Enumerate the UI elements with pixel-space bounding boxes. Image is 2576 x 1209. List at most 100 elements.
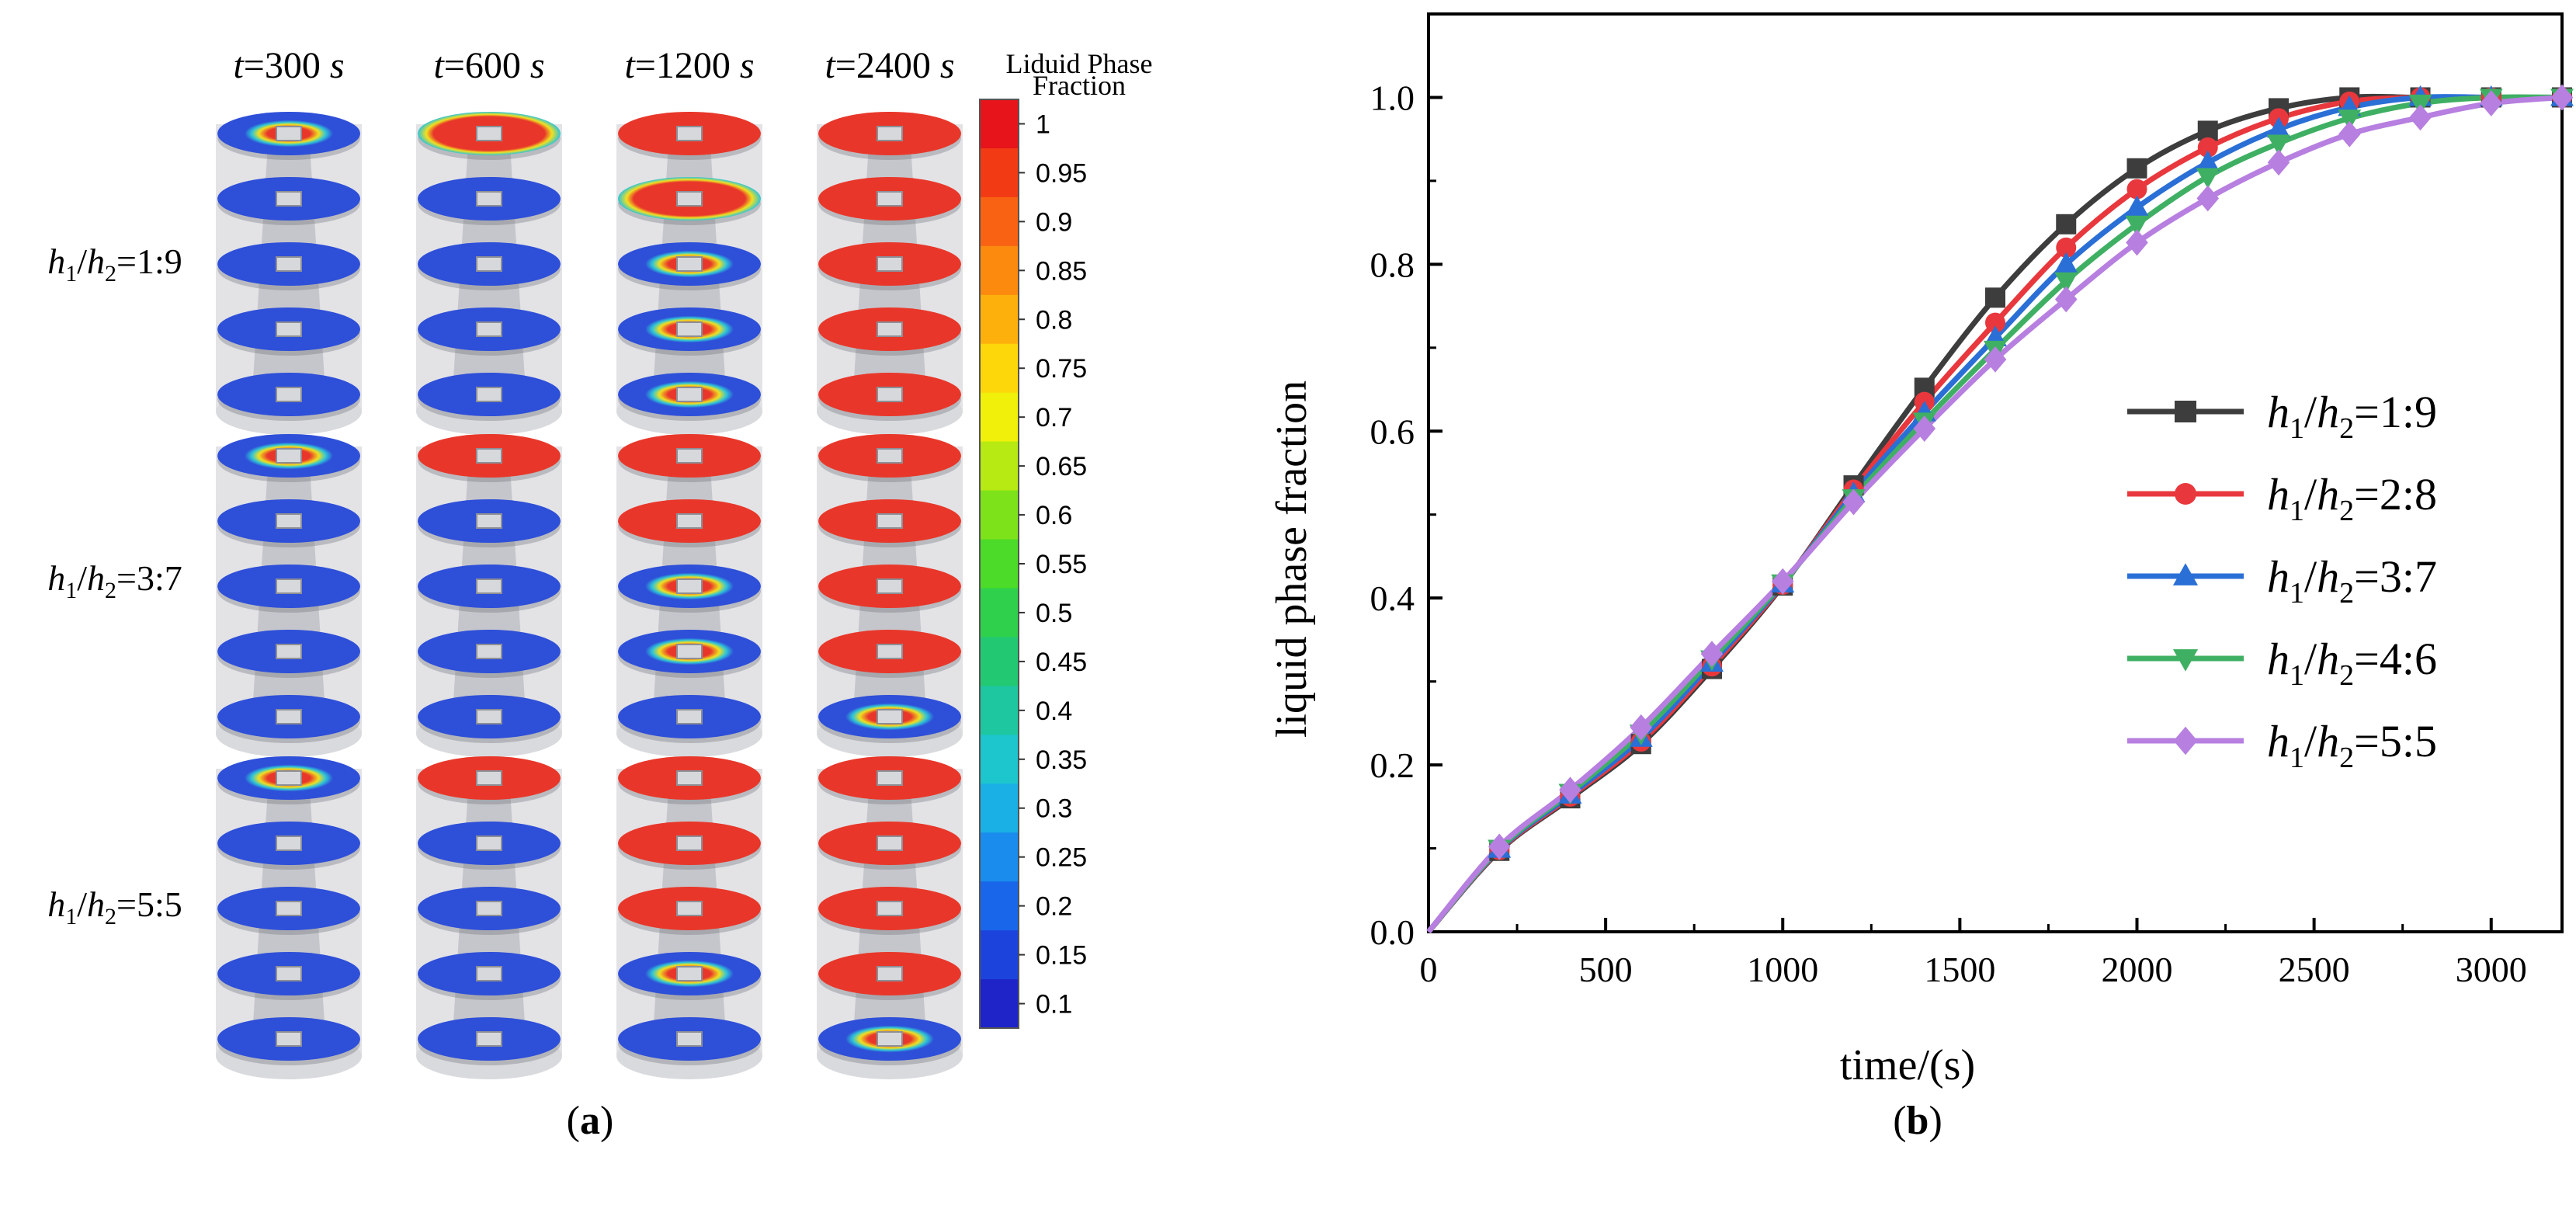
disk-hole xyxy=(877,1031,903,1047)
colorbar-segment xyxy=(980,99,1019,149)
x-tick-label: 1500 xyxy=(1924,950,1995,989)
disk-hole xyxy=(676,901,703,916)
disk-hole xyxy=(676,387,703,402)
y-tick-label: 1.0 xyxy=(1370,78,1415,117)
y-tick-label: 0.0 xyxy=(1370,912,1415,952)
legend-entry: h1/h2=3:7 xyxy=(2267,551,2437,610)
disk-hole xyxy=(877,256,903,272)
time-header: t=1200 s xyxy=(624,45,754,86)
colorbar-segment xyxy=(980,392,1019,443)
disk-hole xyxy=(476,321,502,337)
data-point xyxy=(2054,286,2078,313)
disk-hole xyxy=(877,770,903,786)
data-point xyxy=(1913,415,1936,442)
y-tick-label: 0.6 xyxy=(1370,412,1415,451)
data-point xyxy=(2196,150,2220,172)
disk-hole xyxy=(676,126,703,141)
legend-marker xyxy=(2172,649,2199,672)
colorbar-tick-label: 0.35 xyxy=(1036,745,1087,775)
panel-a-label: (a) xyxy=(567,1099,614,1143)
disk-hole xyxy=(276,836,302,851)
disk-hole xyxy=(476,191,502,207)
legend-marker xyxy=(2175,483,2196,505)
colorbar-tick-label: 0.25 xyxy=(1036,843,1087,873)
disk-hole xyxy=(676,513,703,529)
disk-hole xyxy=(877,966,903,981)
cylinder-model xyxy=(817,112,963,435)
data-point xyxy=(2056,237,2077,258)
colorbar-tick-label: 0.95 xyxy=(1036,158,1087,188)
disk-hole xyxy=(276,1031,302,1047)
disk-hole xyxy=(276,578,302,594)
colorbar-segment xyxy=(980,735,1019,785)
data-point xyxy=(2054,252,2078,273)
cylinder-model xyxy=(216,756,362,1079)
colorbar-segment xyxy=(980,930,1019,981)
disk-hole xyxy=(276,256,302,272)
line-chart: 0 500 1000 1500 2000 2500 3000 0.0 0.2 0.4 0.6 0.8 1… xyxy=(1268,12,2574,1143)
colorbar-tick-label: 0.45 xyxy=(1036,648,1087,677)
data-point xyxy=(2197,137,2218,158)
cylinder-model xyxy=(416,112,562,435)
disk-hole xyxy=(676,709,703,724)
data-point xyxy=(2480,90,2503,116)
disk-hole xyxy=(476,387,502,402)
x-tick-label: 1000 xyxy=(1747,950,1818,989)
cylinder-model xyxy=(416,756,562,1079)
disk-hole xyxy=(476,448,502,464)
row-label: h1/h2=5:5 xyxy=(47,884,182,929)
colorbar-segment xyxy=(980,686,1019,736)
disk-hole xyxy=(276,321,302,337)
disk-hole xyxy=(676,644,703,659)
disk-hole xyxy=(676,448,703,464)
plot-frame xyxy=(1427,12,2564,933)
data-point xyxy=(2267,116,2290,138)
colorbar-segment xyxy=(980,196,1019,247)
colorbar-tick-label: 0.4 xyxy=(1036,697,1072,726)
disk-hole xyxy=(877,644,903,659)
data-point xyxy=(2338,109,2362,130)
legend-entry: h1/h2=5:5 xyxy=(2267,716,2437,774)
x-tick-label: 2500 xyxy=(2279,950,2350,989)
cylinder-model xyxy=(616,434,762,757)
x-tick-label: 2000 xyxy=(2102,950,2173,989)
legend-marker xyxy=(2175,401,2196,422)
panel-a-simulation: t=300 s t=600 s t=1200 s t=2400 s h1/h2=1:9… xyxy=(0,0,1258,1205)
data-point xyxy=(2126,229,2148,256)
disk-hole xyxy=(877,387,903,402)
legend-entry: h1/h2=2:8 xyxy=(2267,469,2437,527)
y-tick-label: 0.8 xyxy=(1370,245,1415,284)
disk-hole xyxy=(476,644,502,659)
legend-entry: h1/h2=1:9 xyxy=(2267,387,2437,445)
colorbar-tick-label: 0.85 xyxy=(1036,256,1087,286)
colorbar-segment xyxy=(980,783,1019,834)
colorbar-title-2: Fraction xyxy=(1033,70,1126,101)
cylinder-grid xyxy=(216,112,963,1079)
colorbar-segment xyxy=(980,832,1019,883)
disk-hole xyxy=(276,513,302,529)
data-point xyxy=(2550,84,2574,111)
y-axis-label: liquid phase fraction xyxy=(1268,380,1316,738)
disk-hole xyxy=(476,126,502,141)
colorbar-tick-label: 0.65 xyxy=(1036,452,1087,481)
data-point xyxy=(1700,641,1724,668)
disk-hole xyxy=(676,256,703,272)
disk-hole xyxy=(877,126,903,141)
colorbar-tick-label: 0.55 xyxy=(1036,550,1087,579)
disk-hole xyxy=(676,966,703,981)
disk-hole xyxy=(476,709,502,724)
disk-hole xyxy=(676,578,703,594)
colorbar: 1 0.95 0.9 0.85 0.8 0.75 0.7 0.65 0.6 0.55 0.5 0.45… xyxy=(979,48,1152,1029)
disk-hole xyxy=(877,448,903,464)
colorbar-tick-label: 0.9 xyxy=(1036,207,1072,237)
cylinder-model xyxy=(817,434,963,757)
x-tick-label: 0 xyxy=(1420,950,1438,989)
legend-marker xyxy=(2172,563,2199,585)
colorbar-segment xyxy=(980,245,1019,296)
disk-hole xyxy=(276,966,302,981)
disk-hole xyxy=(476,513,502,529)
legend-entry: h1/h2=4:6 xyxy=(2267,634,2437,692)
disk-hole xyxy=(476,578,502,594)
disk-hole xyxy=(877,513,903,529)
colorbar-tick-label: 1 xyxy=(1036,109,1050,139)
